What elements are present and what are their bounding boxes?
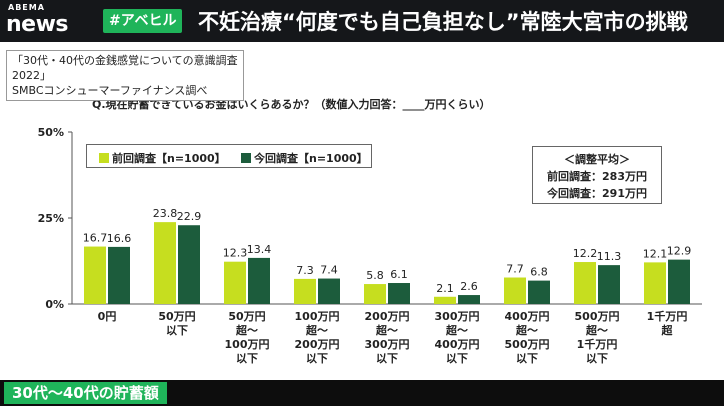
chart-legend: 前回調査【n=1000】 今回調査【n=1000】 xyxy=(86,144,372,168)
abema-news-logo: ABEMA news xyxy=(6,3,98,39)
hashtag-badge: #アベヒル xyxy=(103,9,183,33)
average-box: ＜調整平均＞ 前回調査：283万円 今回調査：291万円 xyxy=(532,146,662,204)
logo-big-text: news xyxy=(6,12,69,37)
legend-label-prev: 前回調査【n=1000】 xyxy=(112,152,226,165)
source-line-2: SMBCコンシューマーファイナンス調べ xyxy=(12,84,208,97)
legend-swatch-prev xyxy=(99,153,109,163)
source-line-1: 「30代・40代の金銭感覚についての意識調査2022」 xyxy=(12,54,238,82)
legend-item-curr: 今回調査【n=1000】 xyxy=(241,150,368,166)
legend-swatch-curr xyxy=(241,153,251,163)
logo-small-text: ABEMA xyxy=(8,3,45,12)
average-prev: 前回調査：283万円 xyxy=(547,170,647,183)
legend-item-prev: 前回調査【n=1000】 xyxy=(99,150,226,166)
bottom-title: 30代～40代の貯蓄額 xyxy=(4,382,167,404)
average-curr: 今回調査：291万円 xyxy=(547,187,647,200)
source-caption: 「30代・40代の金銭感覚についての意識調査2022」 SMBCコンシューマーフ… xyxy=(6,50,244,101)
header-bar: ABEMA news #アベヒル 不妊治療“何度でも自己負担なし”常陸大宮市の挑… xyxy=(0,0,724,42)
legend-label-curr: 今回調査【n=1000】 xyxy=(254,152,368,165)
chart-title: Q.現在貯蓄できているお金はいくらあるか？（数値入力回答：____万円くらい） xyxy=(92,98,491,111)
headline: 不妊治療“何度でも自己負担なし”常陸大宮市の挑戦 xyxy=(198,10,688,34)
average-title: ＜調整平均＞ xyxy=(564,153,630,166)
